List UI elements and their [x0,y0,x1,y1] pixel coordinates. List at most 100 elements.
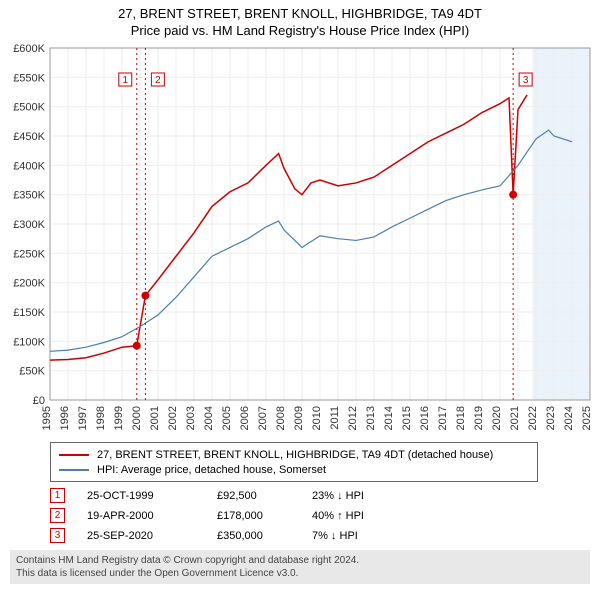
y-tick-label: £300K [13,219,45,231]
svg-text:2009: 2009 [293,406,305,430]
svg-text:2002: 2002 [167,406,179,430]
y-tick-label: £100K [13,336,45,348]
footer-line1: Contains HM Land Registry data © Crown c… [16,554,584,567]
y-tick-label: £400K [13,160,45,172]
sale-row: 1 25-OCT-1999£92,50023% ↓ HPI [50,486,402,505]
x-tick-label: 2021 [509,406,521,430]
legend-row: HPI: Average price, detached house, Some… [59,462,529,477]
title-subtitle: Price paid vs. HM Land Registry's House … [0,23,600,38]
y-tick-label: £50K [19,366,45,378]
x-tick-label: 2012 [347,406,359,430]
sale-badge: 1 [50,488,65,503]
sale-date: 25-SEP-2020 [87,530,217,542]
x-tick-label: 2000 [131,406,143,430]
svg-text:2013: 2013 [365,406,377,430]
sale-date: 19-APR-2000 [87,510,217,522]
svg-text:2001: 2001 [149,406,161,430]
y-tick-label: £250K [13,248,45,260]
svg-text:2022: 2022 [527,406,539,430]
svg-text:2004: 2004 [203,406,215,430]
sale-price: £92,500 [217,490,312,502]
x-tick-label: 2007 [257,406,269,430]
svg-text:1998: 1998 [95,406,107,430]
x-tick-label: 2003 [185,406,197,430]
title-address: 27, BRENT STREET, BRENT KNOLL, HIGHBRIDG… [0,6,600,21]
x-tick-label: 2017 [437,406,449,430]
sale-badge: 2 [50,508,65,523]
svg-text:2008: 2008 [275,406,287,430]
svg-text:2017: 2017 [437,406,449,430]
legend-swatch [59,454,89,456]
sale-marker-number: 1 [122,75,128,86]
x-tick-label: 2015 [401,406,413,430]
chart-titles: 27, BRENT STREET, BRENT KNOLL, HIGHBRIDG… [0,0,600,38]
y-tick-label: £550K [13,72,45,84]
sale-badge: 3 [50,528,65,543]
svg-text:2016: 2016 [419,406,431,430]
sale-row: 2 19-APR-2000£178,00040% ↑ HPI [50,506,402,525]
x-tick-label: 2009 [293,406,305,430]
x-tick-label: 1997 [77,406,89,430]
svg-text:2018: 2018 [455,406,467,430]
svg-text:2024: 2024 [563,406,575,430]
x-tick-label: 2025 [581,406,593,430]
y-tick-label: £450K [13,131,45,143]
svg-text:2007: 2007 [257,406,269,430]
x-tick-label: 2020 [491,406,503,430]
x-tick-label: 1998 [95,406,107,430]
x-tick-label: 2022 [527,406,539,430]
x-tick-label: 2005 [221,406,233,430]
sale-marker-number: 2 [155,75,161,86]
svg-text:2020: 2020 [491,406,503,430]
sales-list: 1 25-OCT-1999£92,50023% ↓ HPI 2 19-APR-2000… [50,486,402,546]
sale-marker-number: 3 [523,75,529,86]
attribution-footer: Contains HM Land Registry data © Crown c… [10,550,590,584]
svg-text:1999: 1999 [113,406,125,430]
sale-diff: 40% ↑ HPI [312,510,402,522]
x-tick-label: 1996 [59,406,71,430]
legend-row: 27, BRENT STREET, BRENT KNOLL, HIGHBRIDG… [59,447,529,462]
legend-label: 27, BRENT STREET, BRENT KNOLL, HIGHBRIDG… [97,449,493,461]
x-tick-label: 2002 [167,406,179,430]
svg-text:2021: 2021 [509,406,521,430]
y-tick-label: £500K [13,102,45,114]
x-tick-label: 2018 [455,406,467,430]
x-tick-label: 2001 [149,406,161,430]
svg-text:1995: 1995 [41,406,53,430]
sale-marker-dot [509,191,517,199]
y-tick-label: £600K [13,43,45,55]
legend-swatch [59,469,89,471]
svg-text:2025: 2025 [581,406,593,430]
svg-text:2005: 2005 [221,406,233,430]
sale-row: 3 25-SEP-2020£350,0007% ↓ HPI [50,526,402,545]
sale-price: £178,000 [217,510,312,522]
x-tick-label: 2010 [311,406,323,430]
svg-text:2015: 2015 [401,406,413,430]
x-tick-label: 2011 [329,406,341,430]
y-tick-label: £0 [33,395,45,407]
x-tick-label: 2006 [239,406,251,430]
sale-price: £350,000 [217,530,312,542]
svg-text:2011: 2011 [329,406,341,430]
svg-text:2012: 2012 [347,406,359,430]
svg-text:2010: 2010 [311,406,323,430]
sale-marker-dot [141,292,149,300]
x-tick-label: 2004 [203,406,215,430]
sale-marker-dot [133,342,141,350]
x-tick-label: 2008 [275,406,287,430]
legend: 27, BRENT STREET, BRENT KNOLL, HIGHBRIDG… [50,442,538,482]
x-tick-label: 2013 [365,406,377,430]
footer-line2: This data is licensed under the Open Gov… [16,567,584,580]
x-tick-label: 2023 [545,406,557,430]
y-tick-label: £200K [13,278,45,290]
sale-diff: 7% ↓ HPI [312,530,402,542]
sale-date: 25-OCT-1999 [87,490,217,502]
svg-text:2000: 2000 [131,406,143,430]
sale-diff: 23% ↓ HPI [312,490,402,502]
x-tick-label: 2019 [473,406,485,430]
svg-text:2019: 2019 [473,406,485,430]
svg-text:1996: 1996 [59,406,71,430]
y-tick-label: £350K [13,190,45,202]
x-tick-label: 1999 [113,406,125,430]
series-hpi [50,130,572,351]
